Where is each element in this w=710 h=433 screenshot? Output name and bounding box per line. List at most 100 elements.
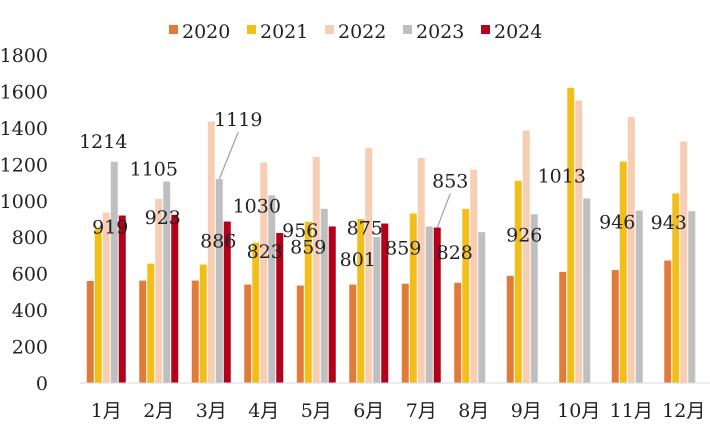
data-label-2024-2月: 923 — [145, 207, 181, 229]
bar-2020-10月 — [559, 271, 567, 383]
bar-2023-3月 — [215, 179, 223, 383]
data-label-2023-7月: 859 — [385, 237, 421, 259]
bar-2022-6月 — [365, 147, 373, 383]
x-tick-label: 3月 — [196, 400, 227, 422]
y-tick-label: 1400 — [0, 118, 48, 140]
legend-swatch-2023 — [403, 25, 412, 34]
bar-2023-6月 — [373, 237, 381, 383]
data-label-2023-10月: 1013 — [538, 165, 586, 187]
bar-2021-3月 — [199, 264, 207, 383]
bar-2022-8月 — [470, 169, 478, 383]
legend-label-2023: 2023 — [416, 21, 464, 43]
bar-2020-4月 — [244, 284, 252, 383]
data-label-2023-5月: 956 — [282, 220, 318, 242]
bar-2021-6月 — [357, 219, 365, 383]
bar-2024-7月 — [433, 227, 441, 383]
y-tick-label: 1200 — [0, 154, 48, 176]
bar-2020-5月 — [296, 285, 304, 383]
bar-2020-8月 — [454, 282, 462, 383]
bar-2023-9月 — [530, 214, 538, 383]
bar-2024-6月 — [381, 223, 389, 383]
data-label-2023-11月: 946 — [599, 212, 635, 234]
x-tick-label: 8月 — [458, 400, 489, 422]
bar-2020-12月 — [664, 260, 672, 383]
bar-2023-2月 — [163, 181, 171, 383]
x-tick-label: 6月 — [353, 400, 384, 422]
legend-swatch-2021 — [247, 25, 256, 34]
bar-2023-12月 — [688, 211, 696, 383]
y-tick-label: 200 — [12, 337, 48, 359]
bar-2022-11月 — [627, 116, 635, 383]
x-tick-label: 9月 — [511, 400, 542, 422]
data-label-2023-9月: 926 — [506, 224, 542, 246]
bar-2024-5月 — [328, 226, 336, 383]
data-label-2024-4月: 823 — [247, 241, 283, 263]
data-label-2023-4月: 1030 — [233, 195, 281, 217]
bar-2021-4月 — [252, 242, 260, 383]
bar-2023-7月 — [425, 226, 433, 383]
bar-2020-7月 — [401, 283, 409, 383]
legend-label-2020: 2020 — [182, 21, 230, 43]
bar-2021-12月 — [672, 193, 680, 383]
data-label-2024-5月: 859 — [290, 236, 326, 258]
y-tick-label: 1800 — [0, 45, 48, 67]
bar-2021-7月 — [409, 213, 417, 383]
bar-2023-8月 — [478, 232, 486, 383]
bar-2023-11月 — [635, 210, 643, 383]
bar-2021-8月 — [462, 208, 470, 383]
bar-2022-7月 — [417, 157, 425, 383]
x-tick-label: 10月 — [557, 400, 600, 422]
bar-2022-9月 — [522, 130, 530, 383]
bar-2022-4月 — [260, 162, 268, 383]
bar-2020-11月 — [611, 270, 619, 383]
bar-2021-1月 — [94, 228, 102, 383]
bar-2020-6月 — [349, 284, 357, 383]
legend-swatch-2022 — [325, 25, 334, 34]
data-label-2023-3月: 1119 — [214, 109, 262, 131]
bar-2020-3月 — [191, 280, 199, 383]
y-tick-label: 1000 — [0, 191, 48, 213]
data-label-2023-6月: 801 — [340, 249, 376, 271]
y-tick-label: 400 — [12, 300, 48, 322]
bar-2020-1月 — [86, 280, 94, 383]
bar-2023-5月 — [320, 208, 328, 383]
bar-2021-11月 — [619, 161, 627, 383]
legend-label-2022: 2022 — [338, 21, 386, 43]
y-tick-label: 600 — [12, 264, 48, 286]
x-tick-label: 12月 — [662, 400, 705, 422]
x-tick-label: 5月 — [301, 400, 332, 422]
legend: 2020 2021 2022 2023 2024 — [169, 21, 542, 43]
bar-2022-12月 — [680, 141, 688, 383]
bar-2021-5月 — [304, 221, 312, 383]
bar-2024-4月 — [276, 233, 284, 383]
data-label-2024-3月: 886 — [200, 231, 236, 253]
bar-2022-3月 — [207, 121, 215, 383]
data-label-2023-2月: 1105 — [130, 159, 178, 181]
bar-2022-10月 — [575, 100, 583, 384]
x-tick-label: 4月 — [248, 400, 279, 422]
data-label-2023-12月: 943 — [651, 212, 687, 234]
bar-2024-1月 — [118, 215, 126, 383]
y-tick-label: 800 — [12, 227, 48, 249]
bar-2024-2月 — [171, 214, 179, 383]
data-label-2024-7月: 853 — [432, 171, 468, 193]
y-tick-label: 0 — [36, 373, 48, 395]
bar-2021-10月 — [567, 87, 575, 384]
data-label-2023-1月: 1214 — [79, 131, 127, 153]
x-tick-label: 2月 — [143, 400, 174, 422]
bar-2020-2月 — [139, 280, 147, 383]
legend-label-2021: 2021 — [260, 21, 308, 43]
bar-2021-9月 — [514, 180, 522, 383]
bar-2022-1月 — [102, 212, 110, 383]
y-axis: 0 200 400 600 800 1000 1200 1400 1600 1800 — [0, 45, 48, 395]
data-label-2024-6月: 875 — [347, 218, 383, 240]
bar-2022-5月 — [312, 157, 320, 383]
data-label-2023-8月: 828 — [437, 242, 473, 264]
x-tick-label: 7月 — [406, 400, 437, 422]
data-labels: 1214919110592311198861030823956859801875… — [79, 109, 687, 271]
leader-line — [218, 131, 239, 180]
legend-label-2024: 2024 — [494, 21, 542, 43]
bar-2023-10月 — [583, 198, 591, 383]
leader-line — [436, 193, 451, 228]
